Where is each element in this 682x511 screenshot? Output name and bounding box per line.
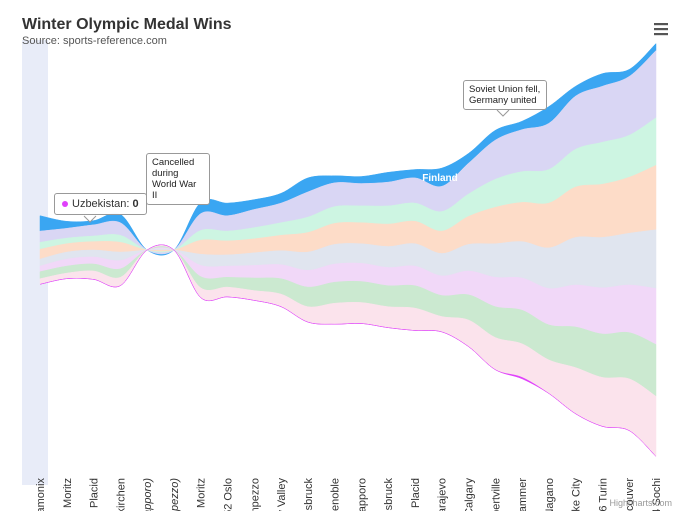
tooltip-series: Uzbekistan	[72, 198, 127, 210]
credits[interactable]: Highcharts.com	[609, 498, 672, 508]
x-tick-label: 1956 Cortina d'Ampezzo	[249, 478, 261, 511]
menu-bar[interactable]	[654, 23, 668, 26]
series-label: Finland	[422, 173, 458, 184]
x-tick-label: 2010 Vancouver	[624, 478, 636, 511]
tooltip: Uzbekistan: 0	[54, 193, 147, 215]
x-tick-label: 1988 Calgary	[464, 478, 476, 511]
stream-area	[39, 244, 657, 457]
x-tick-label: 1968 Grenoble	[330, 478, 342, 511]
x-tick-label: 1940 Cancelled (Sapporo)	[142, 478, 154, 511]
x-tick-label: 1980 Lake Placid	[410, 478, 422, 511]
annotation: Soviet Union fell, Germany united	[463, 80, 547, 110]
x-tick-label: 1984 Sarajevo	[437, 478, 449, 511]
chart-subtitle: Source: sports-reference.com	[22, 35, 167, 47]
tooltip-pointer	[83, 215, 97, 223]
x-tick-label: 2006 Turin	[597, 478, 609, 511]
x-tick-label: 1972 Sapporo	[356, 478, 368, 511]
x-tick-label: 1936 Garmisch-Partenkirchen	[115, 478, 127, 511]
x-tick-label: 1994 Lillehammer	[517, 478, 529, 511]
x-tick-label: 2014 Sochi	[651, 478, 663, 511]
x-tick-label: 1944 Cancelled (Cortina d'Ampezzo)	[169, 478, 181, 511]
tooltip-marker	[62, 201, 68, 208]
streams	[39, 42, 657, 458]
annotation-pointer	[496, 109, 510, 117]
x-tick-label: 1948 St. Moritz	[196, 478, 208, 511]
x-tick-label: 1960 Squaw Valley	[276, 478, 288, 511]
x-tick-label: 1932 Lake Placid	[89, 478, 101, 511]
x-tick-label: 1928 St. Moritz	[62, 478, 74, 511]
x-tick-label: 1998 Nagano	[544, 478, 556, 511]
x-tick-label: 2002 Salt Lake City	[571, 478, 583, 511]
menu-bar[interactable]	[654, 28, 668, 31]
x-tick-label: 1964 Innsbruck	[303, 478, 315, 511]
menu-bar[interactable]	[654, 33, 668, 36]
x-tick-label: 1924 Chamonix	[35, 478, 47, 511]
tooltip-value: 0	[132, 198, 139, 210]
x-tick-label: 1976 Innsbruck	[383, 478, 395, 511]
chart-title: Winter Olympic Medal Wins	[22, 16, 232, 33]
menu-button[interactable]	[654, 23, 668, 36]
annotation: Cancelled during World War II	[146, 153, 210, 205]
x-axis: 1924 Chamonix 1928 St. Moritz 1932 Lake Pl…	[35, 478, 663, 511]
x-tick-label: 1992 Albertville	[490, 478, 502, 511]
x-tick-label: 1952 Oslo	[222, 478, 234, 511]
